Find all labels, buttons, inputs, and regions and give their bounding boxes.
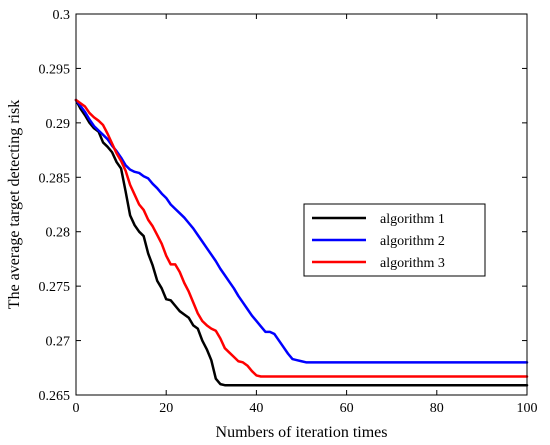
series-line-1 bbox=[74, 98, 529, 387]
y-tick-label: 0.275 bbox=[39, 280, 71, 295]
y-tick-label: 0.285 bbox=[39, 171, 71, 186]
x-tick-label: 0 bbox=[73, 401, 80, 416]
x-axis-label: Numbers of iteration times bbox=[216, 424, 388, 441]
x-tick-label: 20 bbox=[159, 401, 173, 416]
y-tick-label: 0.28 bbox=[46, 226, 71, 241]
plot-frame bbox=[75, 13, 528, 396]
series-layer bbox=[74, 98, 529, 387]
x-tick-label: 80 bbox=[430, 401, 444, 416]
y-axis-ticks: 0.265 0.27 0.275 0.28 0.285 0.29 0.295 0.3 bbox=[39, 8, 527, 404]
x-tick-label: 100 bbox=[517, 401, 538, 416]
x-tick-label: 40 bbox=[249, 401, 263, 416]
x-axis-ticks: 0 20 40 60 80 100 bbox=[73, 14, 538, 416]
y-tick-label: 0.295 bbox=[39, 62, 71, 77]
legend-label-3: algorithm 3 bbox=[380, 256, 445, 271]
legend: algorithm 1 algorithm 2 algorithm 3 bbox=[303, 203, 486, 277]
y-tick-label: 0.27 bbox=[46, 335, 71, 350]
x-tick-label: 60 bbox=[340, 401, 354, 416]
y-tick-label: 0.3 bbox=[53, 8, 71, 23]
series-line-2 bbox=[74, 98, 529, 364]
y-axis-label: The average target detecting risk bbox=[6, 100, 23, 309]
y-tick-label: 0.265 bbox=[39, 389, 71, 404]
y-tick-label: 0.29 bbox=[46, 117, 71, 132]
series-line-3 bbox=[74, 98, 529, 378]
legend-label-2: algorithm 2 bbox=[380, 234, 445, 249]
legend-label-1: algorithm 1 bbox=[380, 212, 445, 227]
